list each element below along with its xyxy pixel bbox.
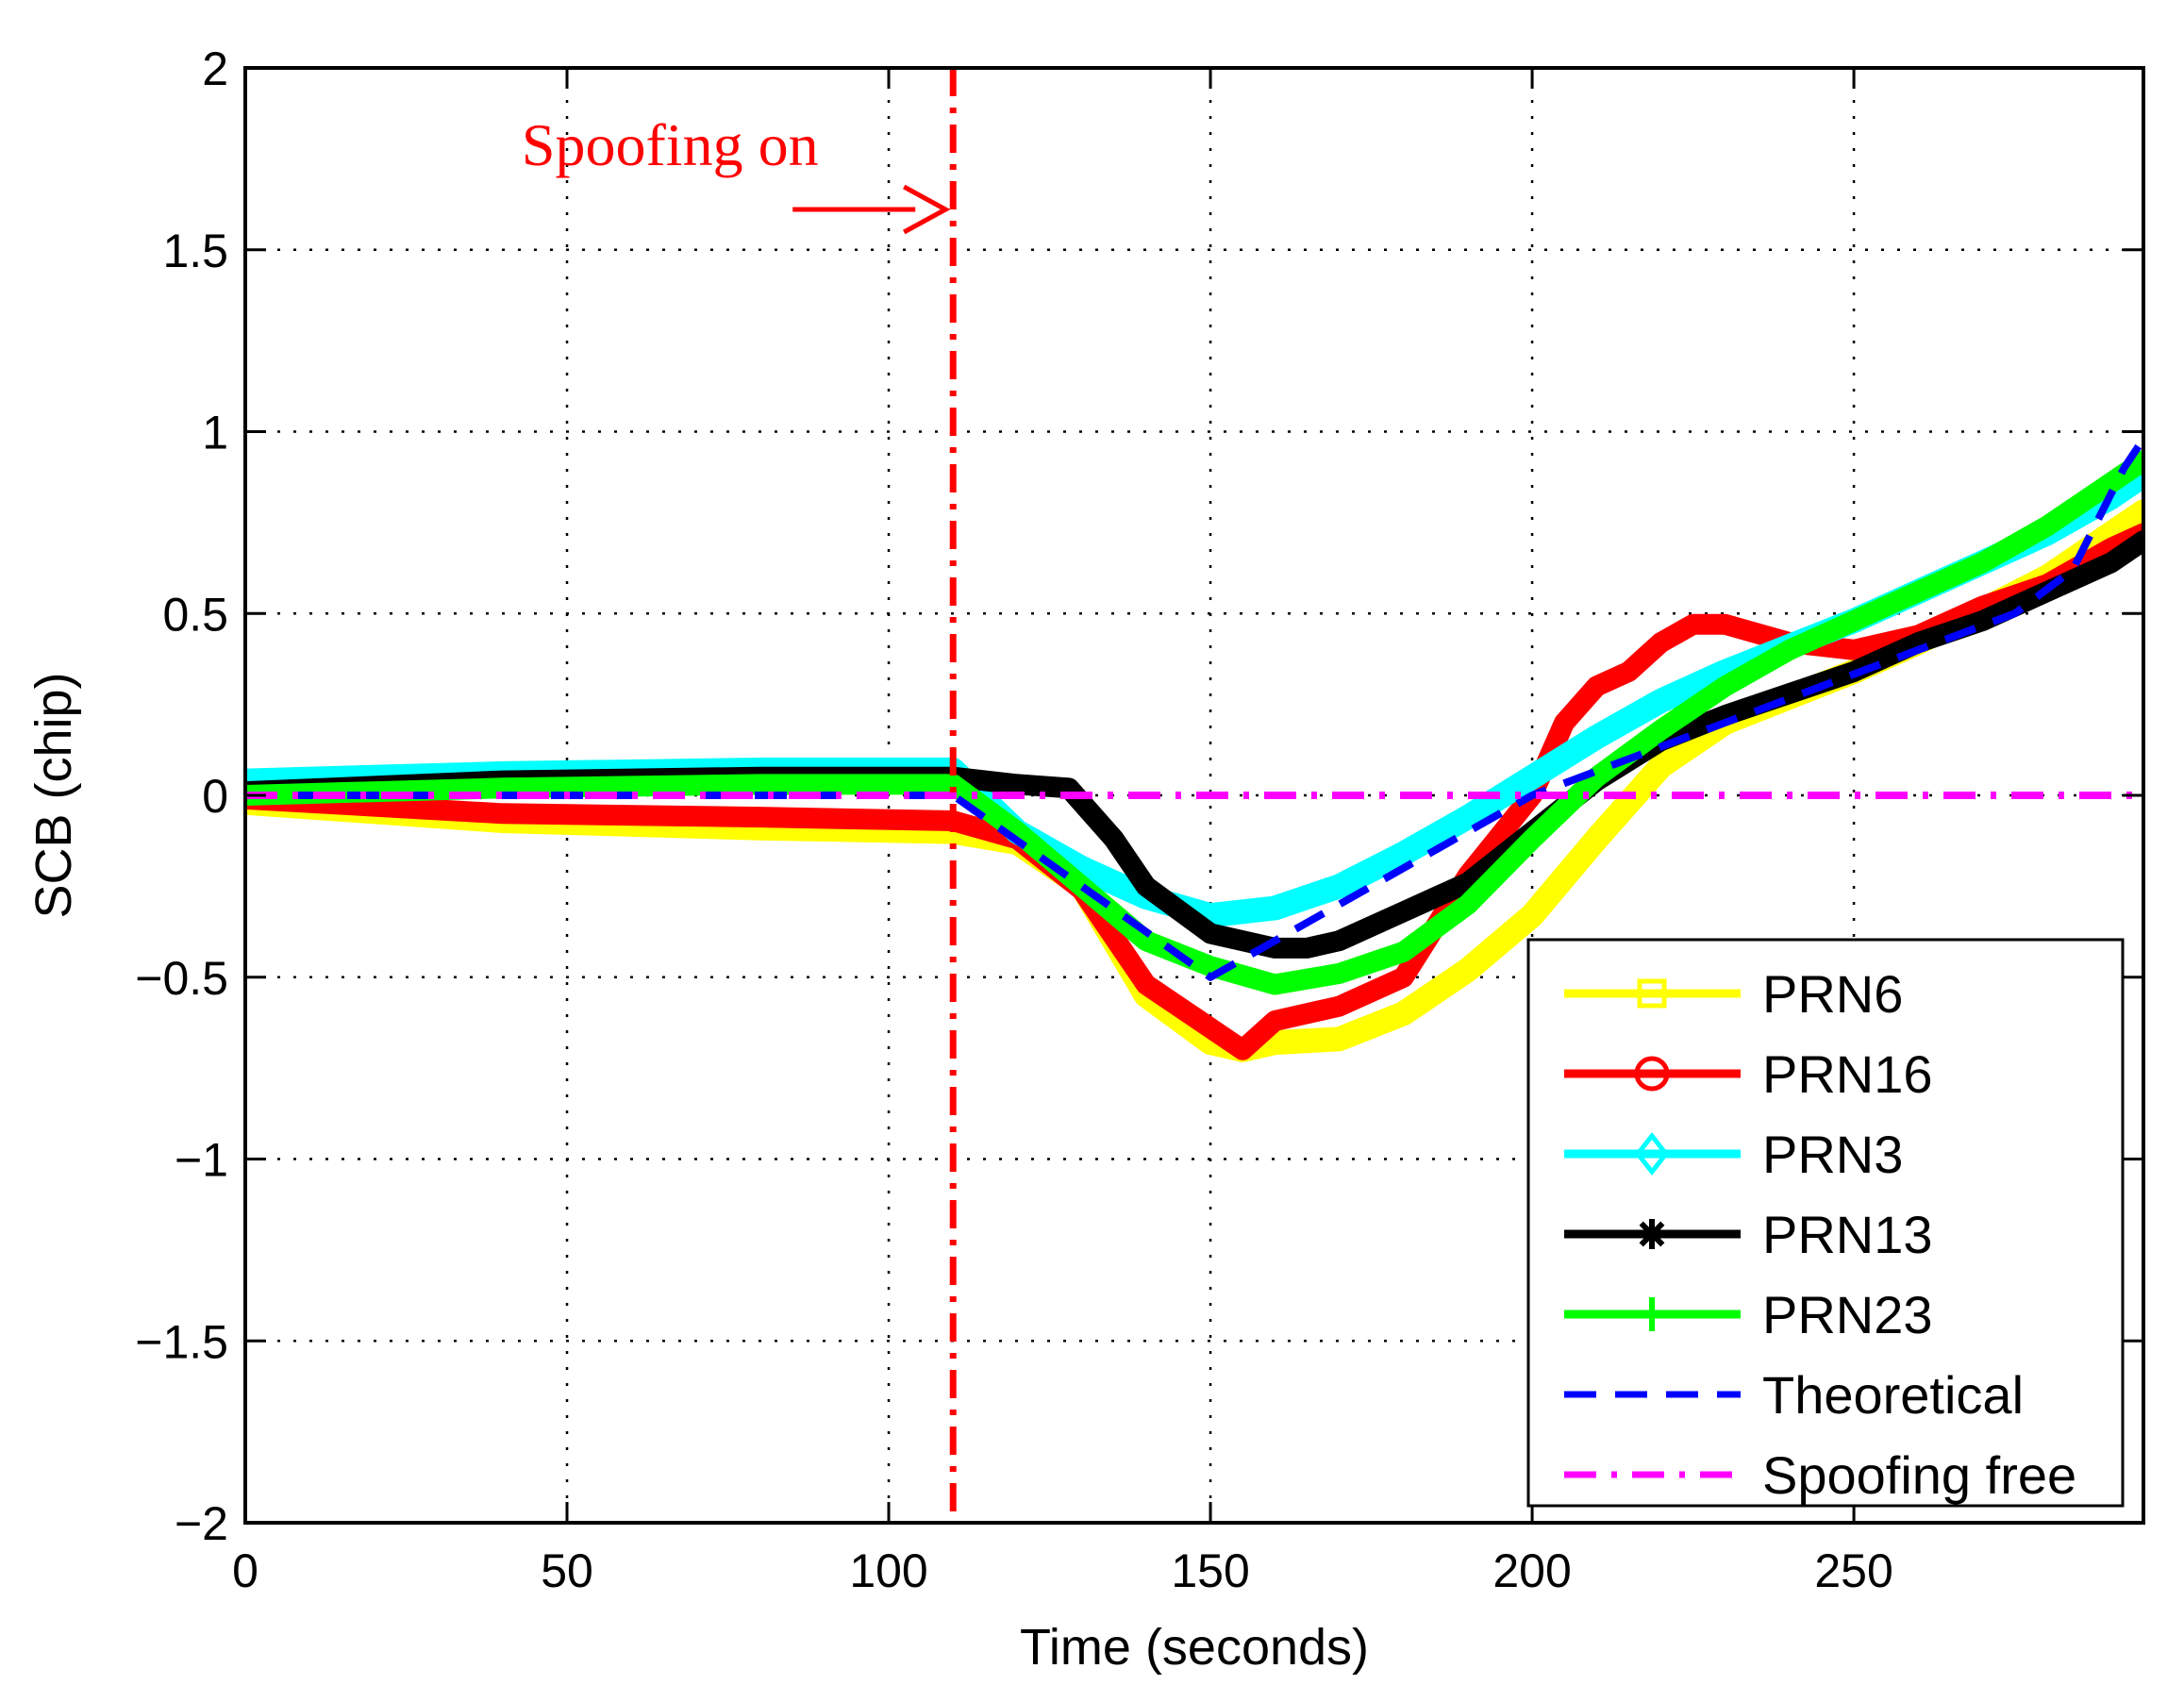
grid [245, 68, 2143, 1523]
legend: PRN6 PRN16 PRN3 PRN13 PRN23 Theoretical Spoofi… [1526, 938, 2125, 1508]
legend-label-prn3: PRN3 [1762, 1125, 1903, 1184]
y-tick-label: −1.5 [135, 1315, 228, 1368]
x-axis-title: Time (seconds) [1020, 1619, 1369, 1676]
y-tick-label: −2 [175, 1497, 228, 1550]
legend-label-theoretical: Theoretical [1762, 1365, 2024, 1425]
spoofing-on-label: Spoofing on [522, 111, 819, 178]
y-tick-label: 1 [202, 407, 228, 459]
legend-marker-prn3 [1634, 1131, 1670, 1176]
y-tick-label: 2 [202, 42, 228, 95]
x-tick-label: 200 [1492, 1544, 1571, 1597]
x-tick-label: 100 [849, 1544, 927, 1597]
series-prn23-line [245, 450, 2143, 995]
x-tick-label: 150 [1171, 1544, 1249, 1597]
legend-box [1526, 938, 2125, 1508]
legend-marker-prn16 [1634, 1056, 1670, 1092]
legend-marker-prn6 [1637, 978, 1667, 1009]
series-layer [245, 436, 2143, 1062]
y-tick-label: −0.5 [135, 952, 228, 1005]
legend-label-prn6: PRN6 [1762, 964, 1903, 1024]
legend-label-spoofing-free: Spoofing free [1762, 1445, 2076, 1505]
annotation-layer: Spoofing on [522, 68, 957, 1523]
y-tick-label: 0.5 [162, 588, 228, 641]
y-tick-label: 0 [202, 770, 228, 823]
x-tick-label: 50 [541, 1544, 593, 1597]
series-theoretical-line [245, 436, 2143, 981]
series-prn13-line [245, 530, 2143, 959]
spoofing-on-arrow-head [903, 184, 951, 235]
y-axis-title: SCB (chip) [25, 672, 82, 918]
y-tick-label: 1.5 [162, 225, 228, 277]
legend-label-prn16: PRN16 [1762, 1044, 1933, 1104]
legend-label-prn13: PRN13 [1762, 1205, 1933, 1264]
y-tick-label: −1 [175, 1134, 228, 1187]
x-tick-label: 0 [232, 1544, 258, 1597]
legend-marker-prn13 [1637, 1219, 1667, 1249]
ticks: 0 50 100 150 200 250 2 1.5 1 0.5 0 −0.5 −1 −1.5 −2 [135, 42, 2143, 1597]
x-tick-label: 250 [1814, 1544, 1892, 1597]
legend-label-prn23: PRN23 [1762, 1285, 1933, 1344]
